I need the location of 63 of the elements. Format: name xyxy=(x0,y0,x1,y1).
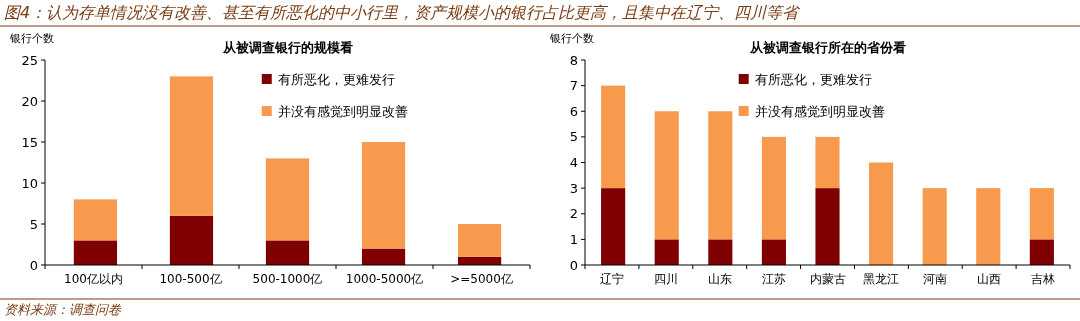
bar xyxy=(601,85,626,189)
caption: 图4：认为存单情况没有改善、甚至有所恶化的中小行里，资产规模小的银行占比更高，且集中在辽宁、四川等省 xyxy=(4,3,802,22)
bar xyxy=(1029,188,1054,240)
bar xyxy=(361,248,406,265)
legend-label: 并没有感觉到明显改善 xyxy=(754,103,885,119)
y-tick-label: 6 xyxy=(569,103,578,119)
bar xyxy=(815,136,840,189)
x-tick-label: 山东 xyxy=(707,272,732,286)
bar xyxy=(73,240,118,265)
legend-label: 有所恶化，更难发行 xyxy=(277,71,395,87)
legend-label: 有所恶化，更难发行 xyxy=(754,71,872,87)
x-tick-label: 吉林 xyxy=(1031,272,1056,286)
y-tick-label: 4 xyxy=(569,155,578,171)
x-tick-label: 500-1000亿 xyxy=(252,272,323,286)
bar xyxy=(361,142,406,249)
bar xyxy=(761,136,786,240)
y-tick-label: 20 xyxy=(21,93,38,109)
text: 资料来源：调查问卷 xyxy=(4,302,122,317)
y-tick-label: 0 xyxy=(29,257,38,273)
bar xyxy=(708,239,733,265)
y-tick-label: 1 xyxy=(569,231,578,247)
legend-label: 并没有感觉到明显改善 xyxy=(277,103,408,119)
x-tick-label: 1000-5000亿 xyxy=(345,272,424,286)
x-tick-label: 河南 xyxy=(923,272,948,286)
bar xyxy=(654,239,679,265)
y-tick-label: 10 xyxy=(21,175,38,191)
x-tick-label: 山西 xyxy=(977,272,1002,286)
bar xyxy=(976,188,1001,265)
y-tick-label: 2 xyxy=(569,206,578,222)
chart-title: 从被调查银行的规模看 xyxy=(221,40,353,55)
bar xyxy=(708,111,733,240)
y-axis-title: 银行个数 xyxy=(549,32,594,45)
bar xyxy=(265,240,310,265)
y-tick-label: 3 xyxy=(569,180,578,196)
x-tick-label: 100亿以内 xyxy=(64,272,123,286)
x-tick-label: >=5000亿 xyxy=(450,272,513,286)
bar xyxy=(169,215,214,265)
bar xyxy=(601,188,626,265)
y-axis-title: 银行个数 xyxy=(9,32,54,45)
bar xyxy=(654,111,679,240)
x-tick-label: 100-500亿 xyxy=(159,272,222,286)
y-tick-label: 25 xyxy=(21,52,38,68)
x-tick-label: 四川 xyxy=(653,272,678,286)
x-tick-label: 黑龙江 xyxy=(863,272,900,286)
y-tick-label: 5 xyxy=(29,216,38,232)
bar xyxy=(73,199,118,241)
x-tick-label: 内蒙古 xyxy=(809,272,846,286)
y-tick-label: 5 xyxy=(569,129,578,145)
y-tick-label: 7 xyxy=(569,78,578,94)
bar xyxy=(169,76,214,216)
chart-title: 从被调查银行所在的省份看 xyxy=(748,40,906,55)
bar xyxy=(457,224,502,257)
bar xyxy=(1029,239,1054,265)
bar xyxy=(265,158,310,241)
x-tick-label: 江苏 xyxy=(761,272,786,286)
bar xyxy=(815,188,840,265)
bar xyxy=(761,239,786,265)
x-tick-label: 辽宁 xyxy=(599,272,624,286)
bar xyxy=(922,188,947,265)
bar xyxy=(869,162,894,265)
y-tick-label: 0 xyxy=(569,257,578,273)
y-tick-label: 15 xyxy=(21,134,38,150)
y-tick-label: 8 xyxy=(569,52,578,68)
